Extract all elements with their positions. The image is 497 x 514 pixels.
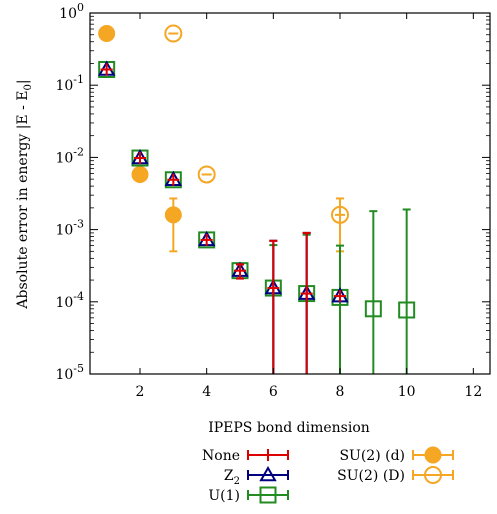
y-axis-label: Absolute error in energy |E - E0| [15,79,34,309]
legend-label: None [202,448,240,464]
y-tick-base: 10 [59,6,77,22]
y-tick-base: 10 [55,295,73,311]
legend-label-text: SU(2) (D) [337,468,405,484]
marker-ring [331,205,349,224]
series-filled-circle [98,25,182,253]
legend-marker [259,465,277,482]
legend-marker [259,486,277,504]
data-point [300,287,313,300]
y-axis-label-tail: | [15,79,31,84]
legend-label-sub: 2 [234,476,240,487]
y-tick-base: 10 [55,78,73,94]
x-tick-label: 6 [269,384,278,400]
marker-ring [424,466,442,484]
error-bar [302,231,311,374]
legend-item: SU(2) (d) [339,446,454,464]
error-bar [336,244,344,374]
y-tick-label: 10-1 [55,73,84,94]
legend-label: U(1) [208,488,240,504]
y-tick-exponent: -4 [73,290,84,303]
legend-label: Z2 [224,468,240,487]
x-tick-label: 2 [136,384,145,400]
legend-item: Z2 [224,465,289,487]
y-tick-exponent: -1 [73,73,84,86]
x-tick-label: 4 [202,384,211,400]
error-bar [269,239,278,374]
data-point [334,290,346,303]
legend-label: SU(2) (d) [339,448,405,464]
y-tick-label: 10-5 [55,362,84,383]
data-point [200,233,213,246]
x-tick-label: 8 [336,384,345,400]
marker-ring [164,24,183,43]
y-tick-exponent: 0 [77,1,84,14]
x-axis-label: IPEPS bond dimension [208,420,370,436]
y-tick-label: 100 [59,1,84,22]
legend-marker [262,449,274,461]
legend-marker [424,466,442,484]
y-tick-base: 10 [55,150,73,166]
series-triangle [97,60,349,374]
y-tick-exponent: -5 [73,362,84,375]
legend-label: SU(2) (D) [337,468,405,484]
legend-label-text: SU(2) (d) [339,448,405,464]
plot-frame [89,12,491,375]
data-point [134,152,146,165]
legend-item: SU(2) (D) [337,466,454,484]
data-point [364,300,382,318]
data-point [267,282,280,295]
data-point [234,264,246,277]
y-tick-label: 10-2 [55,145,84,166]
data-point [197,165,216,184]
data-point [167,173,180,186]
data-point [98,25,116,43]
series-square [98,60,416,374]
y-tick-label: 10-3 [55,218,84,239]
data-point [164,206,182,224]
y-axis-label-sub: 0 [23,84,34,90]
legend-item: None [202,448,289,464]
error-bar [402,208,411,374]
legend: None Z2U(1) SU(2) (d) SU(2) (D) [202,446,454,504]
series-open-circle [164,24,349,253]
data-point [331,205,349,224]
data-point [100,63,113,76]
series-layer [97,24,416,374]
data-point [131,165,149,183]
legend-marker [424,446,442,464]
error-bar [369,210,378,374]
y-axis-label-main: Absolute error in energy |E - E [15,90,31,309]
y-tick-base: 10 [55,223,73,239]
data-point [398,301,416,319]
legend-item: U(1) [208,486,289,504]
y-tick-base: 10 [55,367,73,383]
marker-ring [197,165,216,184]
series-plus [100,63,346,374]
legend-label-text: Z [224,468,234,484]
legend-label-text: U(1) [208,488,240,504]
x-tick-label: 10 [398,384,416,400]
legend-label-text: None [202,448,240,464]
y-tick-exponent: -2 [73,145,84,158]
data-point [164,24,183,43]
y-tick-exponent: -3 [73,218,84,231]
y-tick-label: 10-4 [55,290,84,311]
x-tick-label: 12 [464,384,482,400]
